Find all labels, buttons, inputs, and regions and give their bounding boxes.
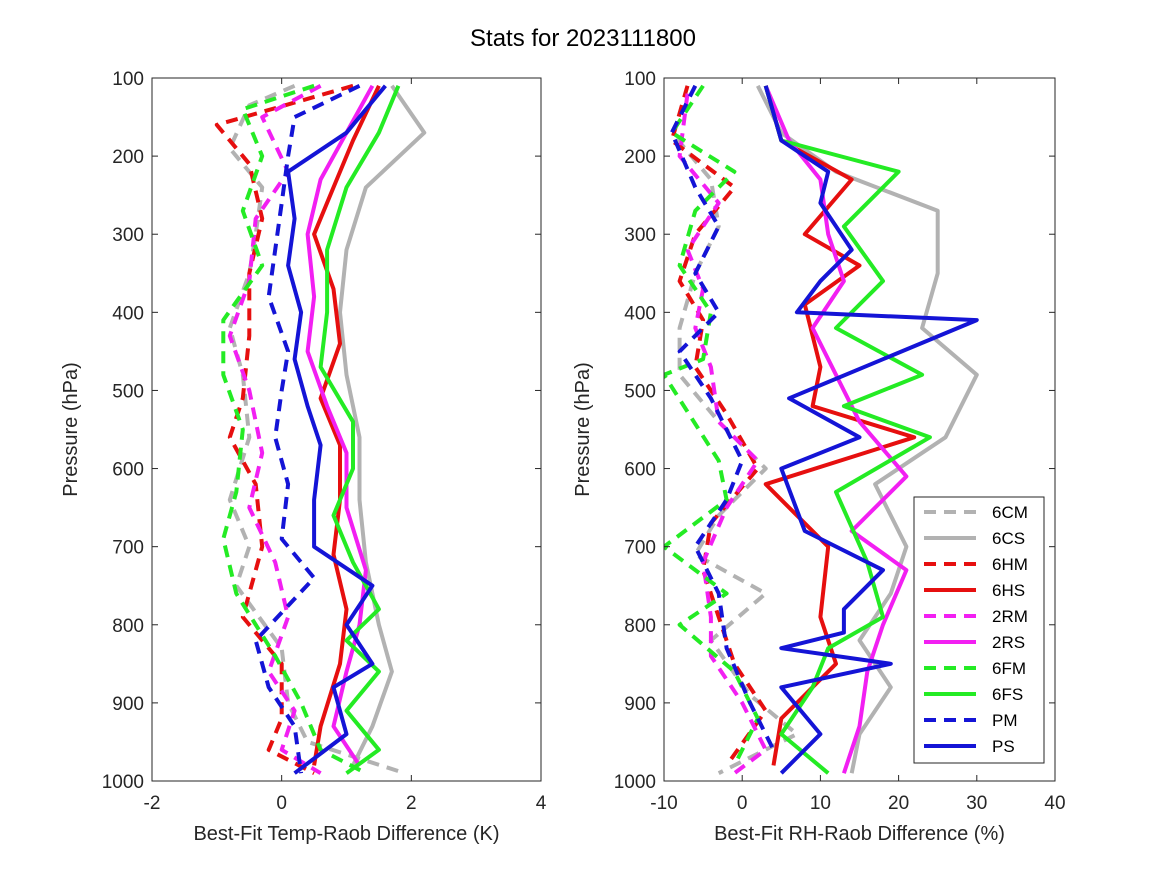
temp-series-2rm [227, 84, 322, 775]
temp-series-pm [253, 83, 361, 774]
legend-label-2rs: 2RS [992, 633, 1025, 652]
rh-panel: -10 0 10 20 30 40 100 200 300 400 500 600 700 800 900 1… [572, 69, 1066, 845]
temp-ytick-label: 100 [112, 69, 144, 90]
temp-series-6fs [318, 85, 401, 775]
rh-series-ps [763, 85, 979, 775]
temp-ytick-label: 600 [112, 460, 144, 481]
rh-axes-frame [663, 77, 1056, 782]
temp-series-6fm [221, 83, 367, 775]
temp-series-2rs [305, 84, 375, 767]
temp-y-axis-label: Pressure (hPa) [60, 362, 82, 497]
temp-panel: -2 0 2 4 100 200 300 400 500 600 700 800 900 1000 Bes… [60, 69, 547, 845]
temp-ytick-label: 900 [112, 694, 144, 715]
temp-ytick-label: 800 [112, 616, 144, 637]
temp-ytick-label: 1000 [102, 772, 144, 793]
figure-title: Stats for 2023111800 [470, 25, 696, 52]
rh-series-6cs [756, 84, 979, 774]
temp-ticks: -2 0 2 4 100 200 300 400 500 600 700 800 900 1000 [102, 69, 547, 814]
temp-xtick-label: 0 [276, 793, 287, 814]
temp-x-axis-label: Best-Fit Temp-Raob Difference (K) [193, 823, 499, 845]
rh-xtick-label: 30 [966, 793, 987, 814]
rh-series-6fs [763, 85, 932, 775]
temp-axes-frame [151, 77, 542, 782]
rh-ytick-label: 800 [624, 616, 656, 637]
rh-ytick-label: 300 [624, 225, 656, 246]
temp-ytick-label: 700 [112, 538, 144, 559]
rh-y-axis-label: Pressure (hPa) [572, 362, 594, 497]
temp-ytick-label: 200 [112, 147, 144, 168]
rh-x-axis-label: Best-Fit RH-Raob Difference (%) [714, 823, 1005, 845]
temp-series-6hs [312, 84, 381, 766]
legend-label-pm: PM [992, 711, 1018, 730]
rh-ytick-label: 600 [624, 460, 656, 481]
rh-ytick-label: 400 [624, 303, 656, 324]
legend-label-6cs: 6CS [992, 529, 1025, 548]
temp-series-layer [214, 83, 427, 776]
rh-ytick-label: 100 [624, 69, 656, 90]
temp-ytick-label: 300 [112, 225, 144, 246]
rh-ytick-label: 200 [624, 147, 656, 168]
temp-xtick-label: 2 [406, 793, 417, 814]
temp-xtick-label: -2 [144, 793, 161, 814]
legend-label-6hs: 6HS [992, 581, 1025, 600]
rh-xtick-label: 20 [888, 793, 909, 814]
rh-xtick-label: -10 [650, 793, 677, 814]
legend-label-6fs: 6FS [992, 685, 1023, 704]
rh-xtick-label: 0 [737, 793, 748, 814]
temp-xtick-label: 4 [536, 793, 547, 814]
legend-label-6fm: 6FM [992, 659, 1026, 678]
temp-series-6cs [338, 84, 427, 767]
rh-ytick-label: 700 [624, 538, 656, 559]
legend-label-6hm: 6HM [992, 555, 1028, 574]
rh-ytick-label: 900 [624, 694, 656, 715]
rh-series-pm [669, 84, 776, 751]
legend-label-ps: PS [992, 737, 1015, 756]
rh-xtick-label: 40 [1044, 793, 1065, 814]
rh-xtick-label: 10 [810, 793, 831, 814]
legend-label-2rm: 2RM [992, 607, 1028, 626]
temp-series-ps [286, 84, 387, 775]
rh-ytick-label: 1000 [614, 772, 656, 793]
rh-series-layer [664, 84, 979, 775]
temp-ytick-label: 400 [112, 303, 144, 324]
rh-ticks: -10 0 10 20 30 40 100 200 300 400 500 600 700 800 900 1… [614, 69, 1066, 814]
rh-ytick-label: 500 [624, 381, 656, 402]
legend-label-6cm: 6CM [992, 503, 1028, 522]
legend: 6CM 6CS 6HM 6HS 2RM 2RS 6FM 6FS PM PS [913, 496, 1045, 764]
rh-series-2rm [677, 93, 768, 775]
temp-series-6hm [214, 83, 354, 775]
temp-ytick-label: 500 [112, 381, 144, 402]
